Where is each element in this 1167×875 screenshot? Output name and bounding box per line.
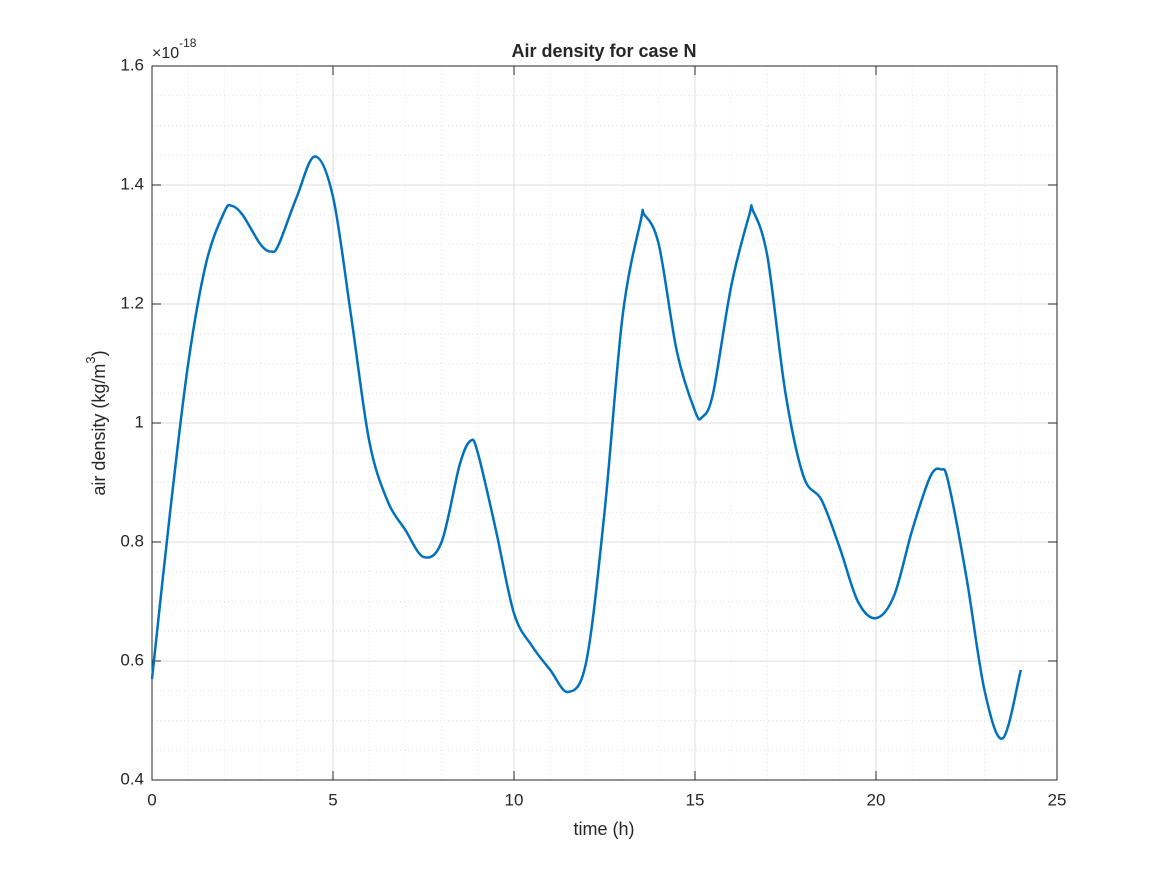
chart-title: Air density for case N [511,41,696,61]
x-tick-label: 10 [505,790,524,809]
y-multiplier: ×10-18 [152,36,197,62]
y-multiplier-exponent: -18 [179,36,197,50]
y-tick-label: 0.8 [120,531,144,550]
y-multiplier-base: ×10 [152,45,179,62]
y-tick-label: 0.4 [120,769,144,788]
data-line [150,155,1023,740]
y-tick-label: 1.4 [120,174,144,193]
x-tick-label: 0 [147,790,156,809]
x-axis-label: time (h) [573,819,634,839]
y-tick-label: 1 [135,412,144,431]
y-tick-label: 1.2 [120,293,144,312]
x-tick-label: 15 [686,790,705,809]
x-tick-label: 5 [328,790,337,809]
y-label-close: ) [89,350,109,356]
y-tick-label: 0.6 [120,650,144,669]
y-label-text: air density (kg/m [89,364,109,496]
x-tick-label: 20 [867,790,886,809]
y-axis-label: air density (kg/m3) [83,350,108,495]
y-tick-label: 1.6 [120,55,144,74]
x-tick-label: 25 [1048,790,1067,809]
y-label-sup: 3 [83,356,98,363]
